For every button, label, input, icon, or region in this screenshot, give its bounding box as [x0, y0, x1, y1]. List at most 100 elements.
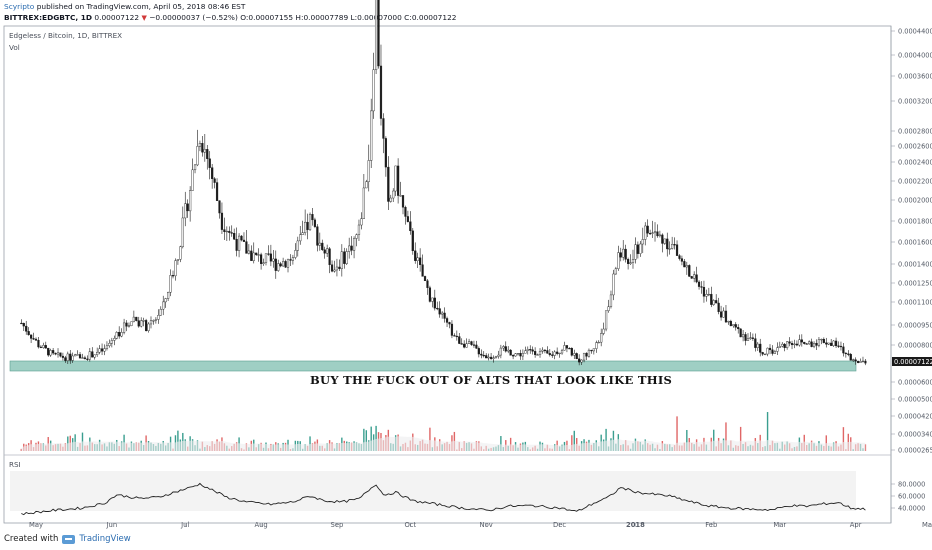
candle-body	[702, 287, 706, 297]
candle-body	[656, 231, 659, 237]
candle-body	[744, 334, 747, 341]
open-value: 0.00007155	[248, 13, 294, 22]
volume-bar	[370, 426, 372, 451]
candle-body	[132, 316, 135, 322]
candle-body	[617, 252, 620, 269]
candle-body	[526, 349, 529, 351]
candle-body	[524, 350, 527, 354]
candle-body	[619, 252, 622, 258]
month-tick-label: 2018	[626, 521, 645, 529]
candle-body	[844, 352, 847, 355]
candle-body	[120, 332, 123, 337]
candle-body	[438, 308, 441, 315]
candle-body	[622, 248, 625, 258]
open-label: O:	[240, 13, 249, 22]
candle-body	[839, 345, 843, 348]
candle-body	[137, 320, 140, 327]
candle-body	[815, 342, 818, 346]
candle-body	[103, 348, 106, 352]
candle-body	[764, 353, 767, 356]
candle-body	[262, 262, 265, 264]
candle-body	[507, 349, 510, 352]
candle-body	[218, 200, 221, 214]
candle-body	[431, 297, 434, 302]
candle-body	[105, 345, 109, 349]
candle-body	[666, 238, 669, 250]
candle-body	[379, 65, 383, 119]
candle-body	[179, 246, 182, 260]
author-link[interactable]: Scyripto	[4, 2, 35, 11]
candle-body	[96, 351, 99, 355]
candle-body	[343, 251, 346, 264]
created-with-text: Created with	[4, 534, 59, 544]
candle-body	[771, 349, 774, 354]
candle-body	[634, 244, 637, 260]
candle-body	[485, 355, 488, 359]
footer: Created with TradingView	[4, 534, 131, 544]
candle-body	[433, 297, 436, 309]
volume-tick-label: 0.00002650	[898, 446, 932, 454]
candle-body	[693, 274, 696, 279]
candle-body	[98, 348, 101, 353]
candle-body	[167, 291, 170, 299]
candle-body	[154, 319, 157, 321]
candle-body	[215, 182, 219, 201]
candle-body	[590, 349, 593, 352]
candle-body	[761, 352, 764, 355]
tradingview-link[interactable]: TradingView	[79, 534, 131, 544]
candle-body	[543, 349, 547, 352]
candle-body	[470, 341, 473, 345]
candle-body	[220, 212, 224, 230]
candle-body	[196, 146, 199, 166]
month-tick-label: Jun	[106, 521, 118, 529]
month-tick-label: Apr	[850, 521, 862, 529]
candle-body	[213, 178, 216, 183]
candle-body	[267, 253, 270, 255]
candle-body	[661, 234, 664, 244]
candle-body	[404, 207, 407, 217]
high-value: 0.00007789	[303, 13, 349, 22]
candle-body	[389, 197, 392, 202]
last-price-badge	[892, 357, 932, 366]
candle-body	[832, 340, 835, 346]
candle-body	[247, 250, 250, 254]
candle-body	[830, 342, 833, 346]
candle-body	[653, 231, 657, 233]
candle-body	[355, 234, 358, 239]
candle-body	[822, 338, 825, 343]
candle-body	[719, 311, 723, 318]
candle-body	[118, 332, 121, 337]
candle-body	[127, 325, 131, 327]
candle-body	[345, 251, 348, 264]
candle-body	[519, 353, 522, 357]
candle-body	[636, 244, 639, 254]
candle-body	[387, 166, 390, 202]
candle-body	[592, 348, 595, 352]
candle-body	[93, 354, 96, 358]
candle-body	[817, 339, 821, 346]
candle-body	[44, 345, 47, 349]
candle-body	[419, 257, 422, 265]
candle-body	[612, 273, 615, 296]
candle-body	[30, 334, 33, 339]
candle-body	[607, 306, 610, 311]
candle-body	[377, 0, 380, 67]
candle-body	[482, 354, 485, 357]
candle-body	[560, 349, 564, 354]
candle-body	[147, 323, 150, 331]
month-tick-label: Aug	[254, 521, 267, 529]
candle-body	[756, 343, 759, 348]
candle-body	[587, 349, 591, 357]
candle-body	[142, 320, 145, 322]
candle-body	[115, 332, 118, 339]
volume-bar	[605, 428, 607, 451]
candle-body	[536, 354, 539, 356]
candle-body	[211, 167, 214, 179]
candle-body	[489, 356, 493, 359]
